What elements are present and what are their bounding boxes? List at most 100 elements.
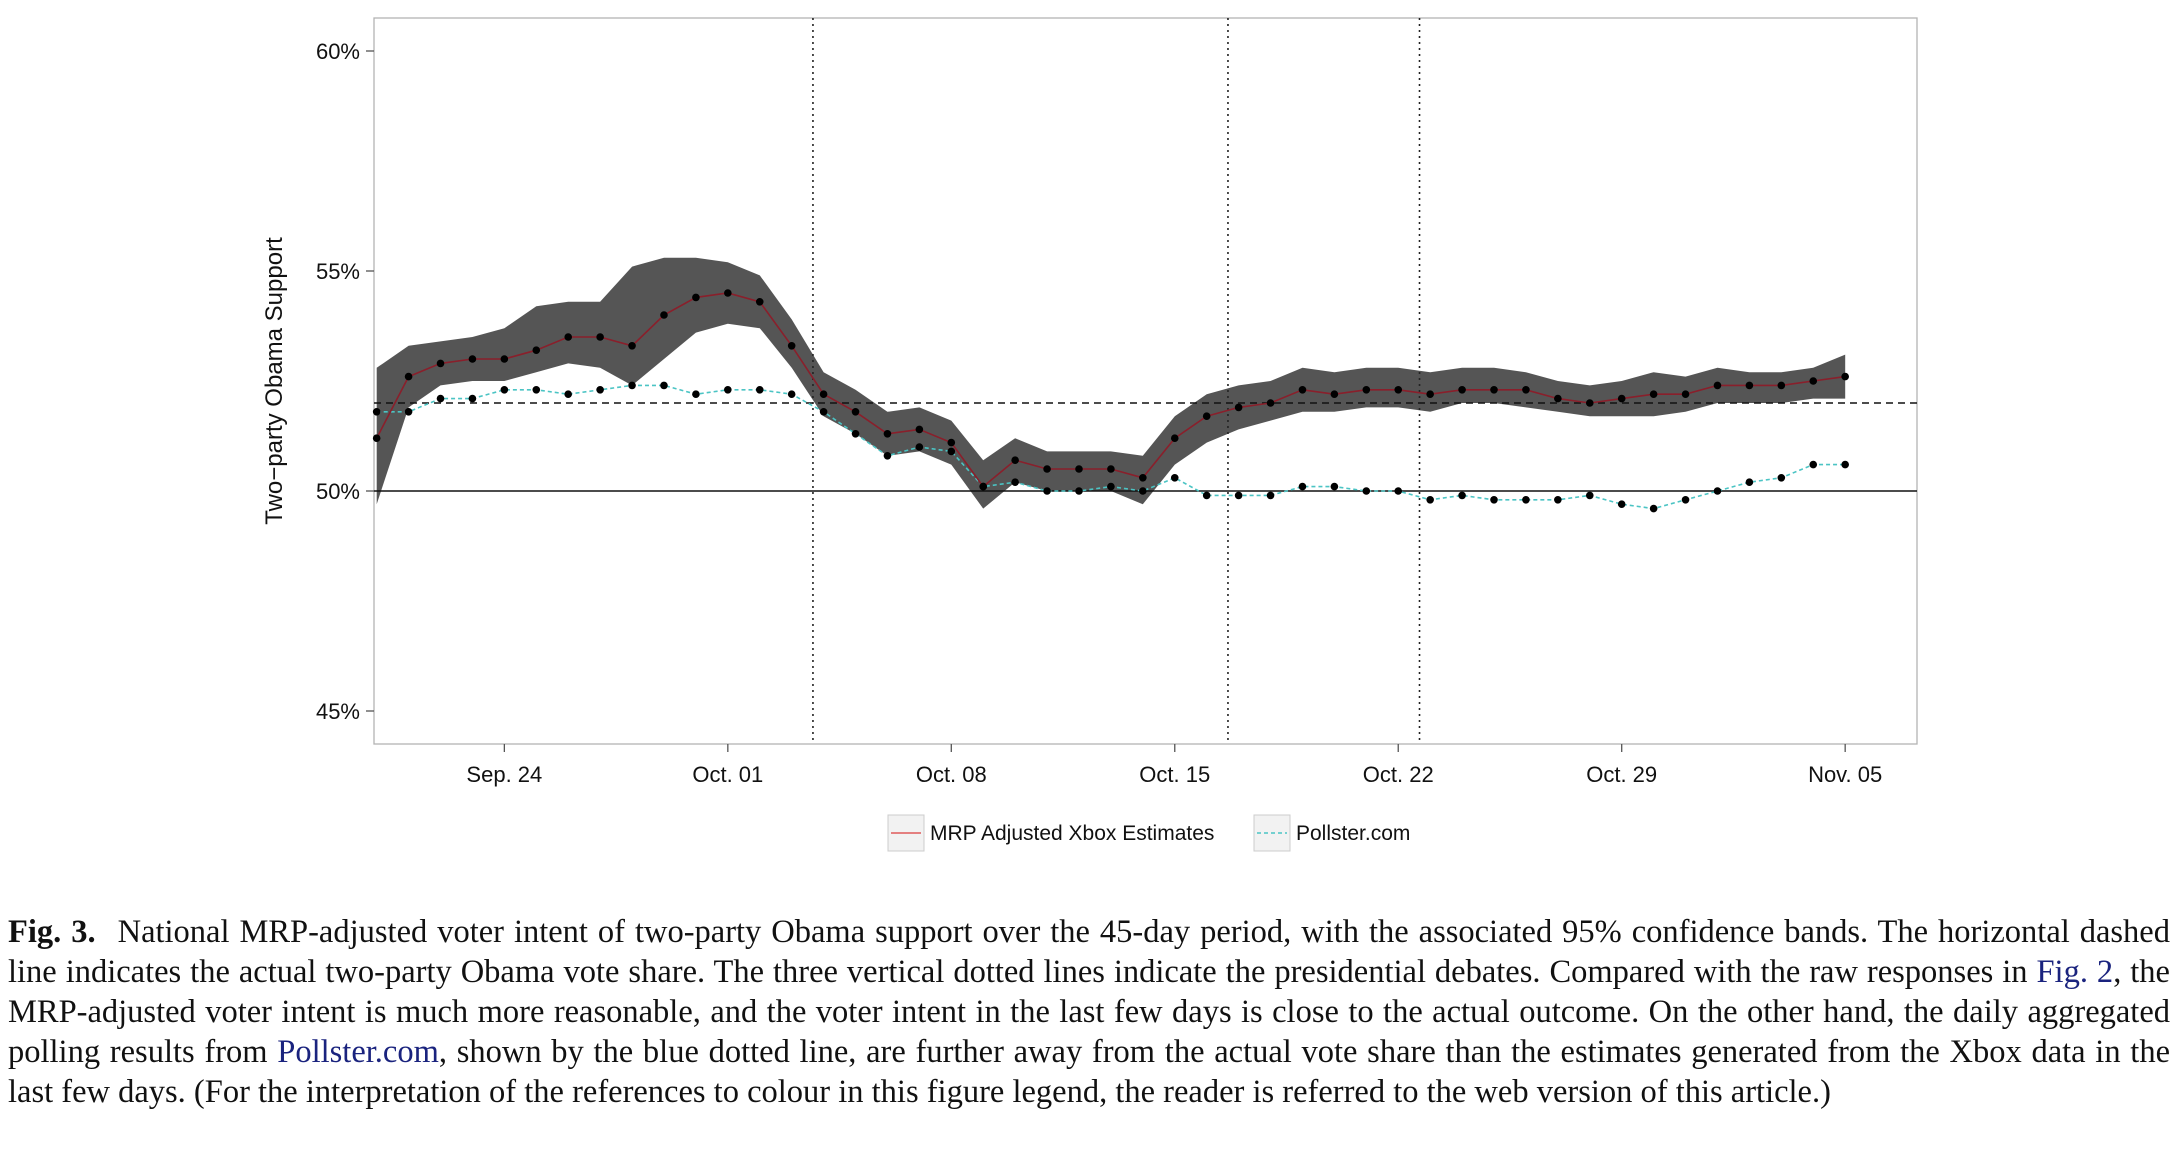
data-point-mrp <box>787 342 796 350</box>
data-point-pollster <box>883 452 892 460</box>
data-point-pollster <box>819 408 828 416</box>
data-point-mrp <box>1681 390 1690 399</box>
caption-text: , shown by the blue dotted line, are fur… <box>8 1034 2171 1110</box>
data-point-pollster <box>787 390 796 399</box>
data-point-pollster <box>1745 478 1754 487</box>
y-tick-label: 45% <box>316 699 360 724</box>
x-tick-label: Oct. 15 <box>1139 762 1210 787</box>
data-point-mrp <box>755 298 764 306</box>
x-tick-label: Oct. 22 <box>1363 762 1434 787</box>
data-point-pollster <box>1809 460 1818 469</box>
data-point-pollster <box>564 390 573 399</box>
y-tick-label: 55% <box>316 259 360 284</box>
data-point-mrp <box>1330 390 1339 399</box>
data-point-mrp <box>1617 394 1626 403</box>
data-point-mrp <box>660 311 668 319</box>
data-point-mrp <box>1107 465 1115 473</box>
data-point-mrp <box>372 434 381 443</box>
data-point-mrp <box>1490 386 1498 394</box>
data-point-pollster <box>1617 500 1626 509</box>
data-point-pollster <box>628 381 636 390</box>
data-point-pollster <box>1841 460 1849 469</box>
data-point-mrp <box>1777 381 1786 390</box>
y-tick-label: 60% <box>316 39 360 64</box>
x-tick-label: Sep. 24 <box>466 762 542 787</box>
data-point-mrp <box>1809 377 1818 385</box>
data-point-pollster <box>692 390 700 399</box>
data-point-mrp <box>436 359 445 368</box>
data-point-pollster <box>1234 491 1243 500</box>
data-point-mrp <box>1075 465 1083 473</box>
data-point-mrp <box>404 372 413 381</box>
data-point-pollster <box>1649 504 1658 513</box>
y-axis-title: Two−party Obama Support <box>261 237 288 525</box>
data-point-mrp <box>532 346 541 355</box>
figure-caption: Fig. 3. National MRP-adjusted voter inten… <box>8 912 2170 1112</box>
data-point-pollster <box>1139 487 1147 495</box>
x-tick-label: Oct. 01 <box>692 762 763 787</box>
data-point-mrp <box>1362 386 1371 394</box>
pollster-link[interactable]: Pollster.com <box>277 1034 439 1070</box>
data-point-mrp <box>1011 456 1019 465</box>
data-point-pollster <box>1681 496 1690 504</box>
data-point-mrp <box>1649 390 1658 399</box>
data-point-mrp <box>819 390 828 399</box>
chart-figure: 45% 50% 55% 60% Sep. 24 Oct. 01 Oct. 08 Oct. 15… <box>261 17 1918 852</box>
data-point-pollster <box>1266 491 1275 500</box>
data-point-pollster <box>1075 487 1083 495</box>
legend-label-pollster: Pollster.com <box>1296 822 1410 845</box>
data-point-mrp <box>468 355 477 363</box>
data-point-mrp <box>883 430 892 438</box>
x-tick-label: Oct. 08 <box>916 762 987 787</box>
data-point-pollster <box>1170 474 1179 482</box>
data-point-pollster <box>915 443 924 451</box>
data-point-pollster <box>1202 491 1211 500</box>
data-point-pollster <box>372 408 381 416</box>
data-point-mrp <box>1522 386 1530 394</box>
data-point-pollster <box>1011 478 1019 487</box>
x-tick-label: Oct. 29 <box>1586 762 1657 787</box>
data-point-pollster <box>1585 491 1594 500</box>
data-point-pollster <box>1107 482 1115 491</box>
data-point-pollster <box>1777 474 1786 482</box>
data-point-mrp <box>851 408 860 416</box>
data-point-pollster <box>947 447 956 456</box>
data-point-pollster <box>660 381 668 390</box>
data-point-pollster <box>724 386 732 394</box>
data-point-pollster <box>1522 496 1530 504</box>
data-point-mrp <box>1394 386 1403 394</box>
data-point-mrp <box>596 333 604 341</box>
data-point-pollster <box>851 430 860 438</box>
data-point-pollster <box>1426 496 1434 504</box>
data-point-mrp <box>628 342 636 350</box>
data-point-mrp <box>1266 399 1275 407</box>
data-point-mrp <box>1585 399 1594 407</box>
x-tick-label: Nov. 05 <box>1808 762 1882 787</box>
data-point-mrp <box>1139 474 1147 482</box>
legend-label-mrp: MRP Adjusted Xbox Estimates <box>930 822 1214 845</box>
data-point-mrp <box>1554 394 1562 403</box>
y-tick-label: 50% <box>316 479 360 504</box>
data-point-mrp <box>564 333 573 341</box>
data-point-mrp <box>1234 403 1243 412</box>
data-point-pollster <box>755 386 764 394</box>
data-point-mrp <box>724 289 732 297</box>
confidence-band <box>376 257 1846 509</box>
data-point-pollster <box>1490 496 1498 504</box>
data-point-mrp <box>1298 386 1307 394</box>
data-point-mrp <box>947 438 956 447</box>
data-point-mrp <box>1043 465 1051 473</box>
data-point-mrp <box>1745 381 1754 390</box>
data-point-mrp <box>1458 386 1466 394</box>
data-point-mrp <box>692 293 700 302</box>
data-point-pollster <box>500 386 509 394</box>
figure-label: Fig. 3. <box>8 914 96 950</box>
data-point-pollster <box>1043 487 1051 495</box>
figure-reference-link[interactable]: Fig. 2 <box>2036 954 2114 990</box>
data-point-mrp <box>915 425 924 434</box>
data-point-mrp <box>1713 381 1722 390</box>
data-point-pollster <box>1362 487 1371 495</box>
data-point-pollster <box>1713 487 1722 495</box>
data-point-mrp <box>1841 372 1849 381</box>
data-point-pollster <box>468 394 477 403</box>
